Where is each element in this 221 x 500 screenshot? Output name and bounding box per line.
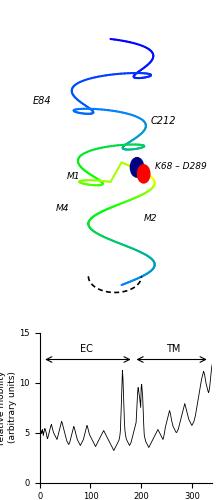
Text: E84: E84 <box>33 96 52 106</box>
Text: M1: M1 <box>66 172 80 180</box>
Circle shape <box>137 165 150 183</box>
Circle shape <box>130 158 144 177</box>
Text: M2: M2 <box>144 214 157 223</box>
Text: K68 – D289: K68 – D289 <box>155 162 206 171</box>
Text: EC: EC <box>80 344 93 354</box>
Text: C212: C212 <box>150 116 176 126</box>
Text: TM: TM <box>166 344 180 354</box>
Y-axis label: relative mobility
(arbitrary units): relative mobility (arbitrary units) <box>0 370 17 444</box>
Text: M4: M4 <box>55 204 69 213</box>
